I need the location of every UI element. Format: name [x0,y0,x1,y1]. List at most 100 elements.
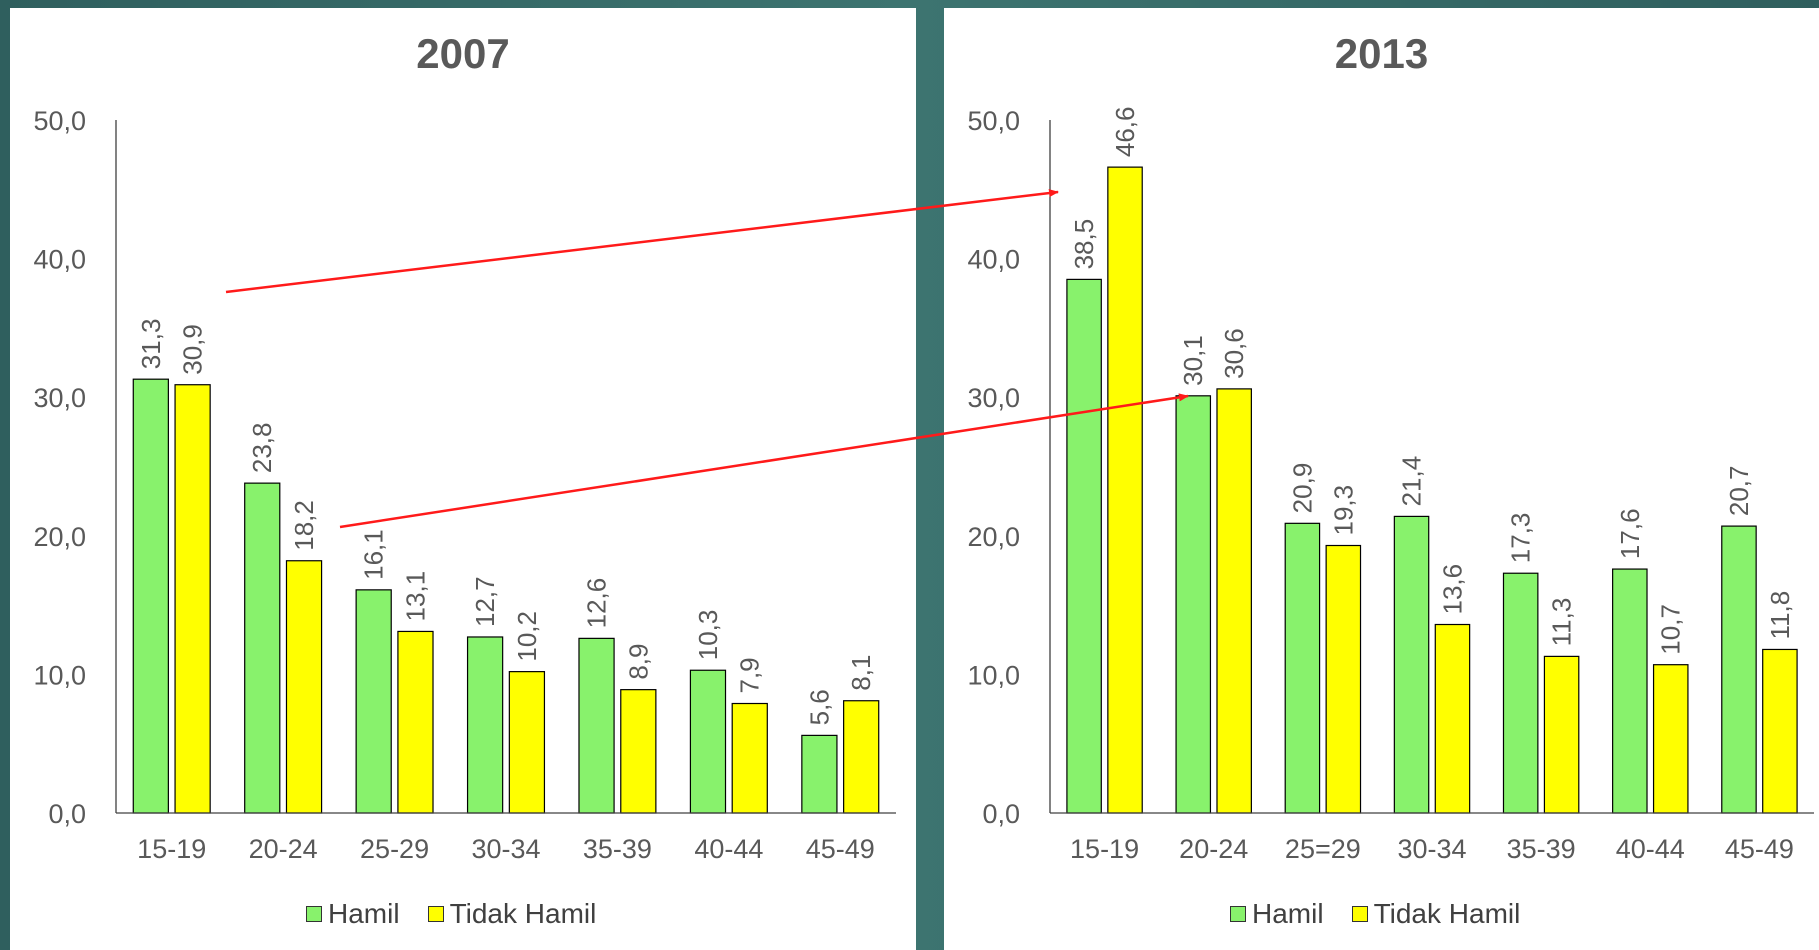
x-tick-label: 40-44 [694,834,763,864]
y-tick-label: 30,0 [33,383,86,413]
legend-2007: Hamil Tidak Hamil [306,898,624,930]
data-label-hamil: 16,1 [359,529,389,580]
bar-hamil [132,378,169,814]
bar-tidak-hamil [285,560,323,814]
data-label-tidak-hamil: 8,9 [623,643,653,679]
bar-tidak-hamil [174,384,211,814]
data-label-hamil: 17,3 [1506,513,1536,564]
data-label-tidak-hamil: 30,9 [178,324,208,375]
bar-tidak-hamil [1107,166,1143,814]
y-tick-label: 40,0 [33,245,86,275]
data-label-hamil: 30,1 [1178,335,1208,386]
x-tick-label: 25-29 [360,834,429,864]
data-label-tidak-hamil: 11,3 [1547,598,1577,647]
x-tick-label: 15-19 [1070,834,1139,864]
x-tick-label: 45-49 [1725,834,1794,864]
legend-swatch-tidak-hamil [427,906,444,922]
data-label-hamil: 12,6 [582,578,612,629]
bar-tidak-hamil [1543,655,1580,814]
bar-tidak-hamil [1652,664,1689,814]
x-tick-label: 15-19 [137,834,206,864]
legend-label-tidak-hamil: Tidak Hamil [449,898,597,929]
bar-hamil [578,637,615,814]
legend-swatch-hamil [1230,906,1246,922]
chart-2013: 0,0 10,0 20,0 30,0 40,0 50,0 38,5 46,6 15-19 30,1… [967,106,1814,864]
data-label-tidak-hamil: 13,1 [400,571,430,622]
bar-tidak-hamil [1325,544,1362,814]
bar-hamil [244,482,281,814]
y-tick-label: 30,0 [967,383,1020,413]
chart-2007: 0,0 10,0 20,0 30,0 40,0 50,0 31,3 30,9 15-19 23,8… [33,106,896,864]
data-label-tidak-hamil: 10,7 [1656,604,1686,655]
bar-tidak-hamil [843,700,880,814]
legend-item-tidak-hamil: Tidak Hamil [427,898,597,930]
y-tick-label: 50,0 [33,106,86,136]
bar-hamil [1612,568,1648,814]
x-tick-label: 35-39 [1507,834,1576,864]
y-tick-label: 0,0 [48,799,86,829]
data-label-tidak-hamil: 7,9 [735,657,765,693]
y-tick-label: 40,0 [967,245,1020,275]
bar-tidak-hamil [620,689,657,814]
bar-hamil [1393,515,1430,814]
y-tick-label: 20,0 [967,522,1020,552]
data-label-tidak-hamil: 46,6 [1110,107,1140,158]
y-tick-label: 0,0 [982,799,1020,829]
data-label-tidak-hamil: 11,8 [1765,591,1795,640]
data-label-tidak-hamil: 10,2 [512,611,542,662]
bar-hamil [1175,395,1212,814]
data-label-tidak-hamil: 13,6 [1437,564,1467,615]
data-label-tidak-hamil: 8,1 [846,655,876,691]
bar-hamil [1066,278,1102,814]
y-tick-label: 20,0 [33,522,86,552]
x-tick-label: 20-24 [1179,834,1248,864]
bar-tidak-hamil [1216,388,1252,814]
chart-title-2007: 2007 [416,30,510,77]
legend-item-tidak-hamil: Tidak Hamil [1351,898,1521,930]
chart-panel-2007: 2007 0,0 10,0 20,0 30,0 40,0 50,0 31,3 30,9 15-1… [10,8,916,950]
x-tick-label: 20-24 [249,834,318,864]
data-label-hamil: 20,9 [1287,463,1317,514]
data-label-hamil: 23,8 [247,423,277,474]
bar-hamil [689,669,727,814]
x-tick-label: 30-34 [471,834,540,864]
bar-hamil [466,636,504,814]
legend-label-hamil: Hamil [328,898,400,929]
bar-hamil [1721,525,1757,814]
bar-hamil [1502,572,1539,814]
chart-title-2013: 2013 [1334,30,1429,77]
data-label-tidak-hamil: 30,6 [1219,328,1249,379]
legend-item-hamil: Hamil [306,898,400,930]
data-label-hamil: 21,4 [1397,456,1427,507]
x-tick-label: 35-39 [583,834,652,864]
bar-hamil [355,589,392,814]
data-label-tidak-hamil: 19,3 [1328,485,1358,536]
bar-tidak-hamil [508,671,546,814]
bar-tidak-hamil [397,630,434,814]
x-tick-label: 40-44 [1616,834,1685,864]
bar-hamil [1284,522,1321,814]
y-tick-label: 50,0 [967,106,1020,136]
legend-swatch-hamil [306,906,322,922]
x-tick-label: 30-34 [1397,834,1466,864]
data-label-hamil: 31,3 [136,319,166,370]
x-tick-label: 45-49 [806,834,875,864]
bar-tidak-hamil [731,702,768,814]
data-label-hamil: 20,7 [1724,465,1754,516]
y-tick-label: 10,0 [967,660,1020,690]
legend-item-hamil: Hamil [1230,898,1324,930]
x-tick-label: 25=29 [1285,834,1361,864]
legend-label-hamil: Hamil [1252,898,1324,929]
data-label-tidak-hamil: 18,2 [289,500,319,551]
data-label-hamil: 5,6 [804,689,834,725]
chart-panel-2013: 2013 0,0 10,0 20,0 30,0 40,0 50,0 38,5 46,6 15-1… [944,8,1819,950]
data-label-hamil: 12,7 [470,576,500,627]
data-label-hamil: 10,3 [693,610,723,661]
bar-hamil [801,734,838,814]
bar-tidak-hamil [1434,623,1471,814]
bar-tidak-hamil [1762,648,1798,814]
data-label-hamil: 38,5 [1069,219,1099,270]
y-tick-label: 10,0 [33,660,86,690]
legend-swatch-tidak-hamil [1351,906,1368,922]
legend-label-tidak-hamil: Tidak Hamil [1373,898,1521,929]
